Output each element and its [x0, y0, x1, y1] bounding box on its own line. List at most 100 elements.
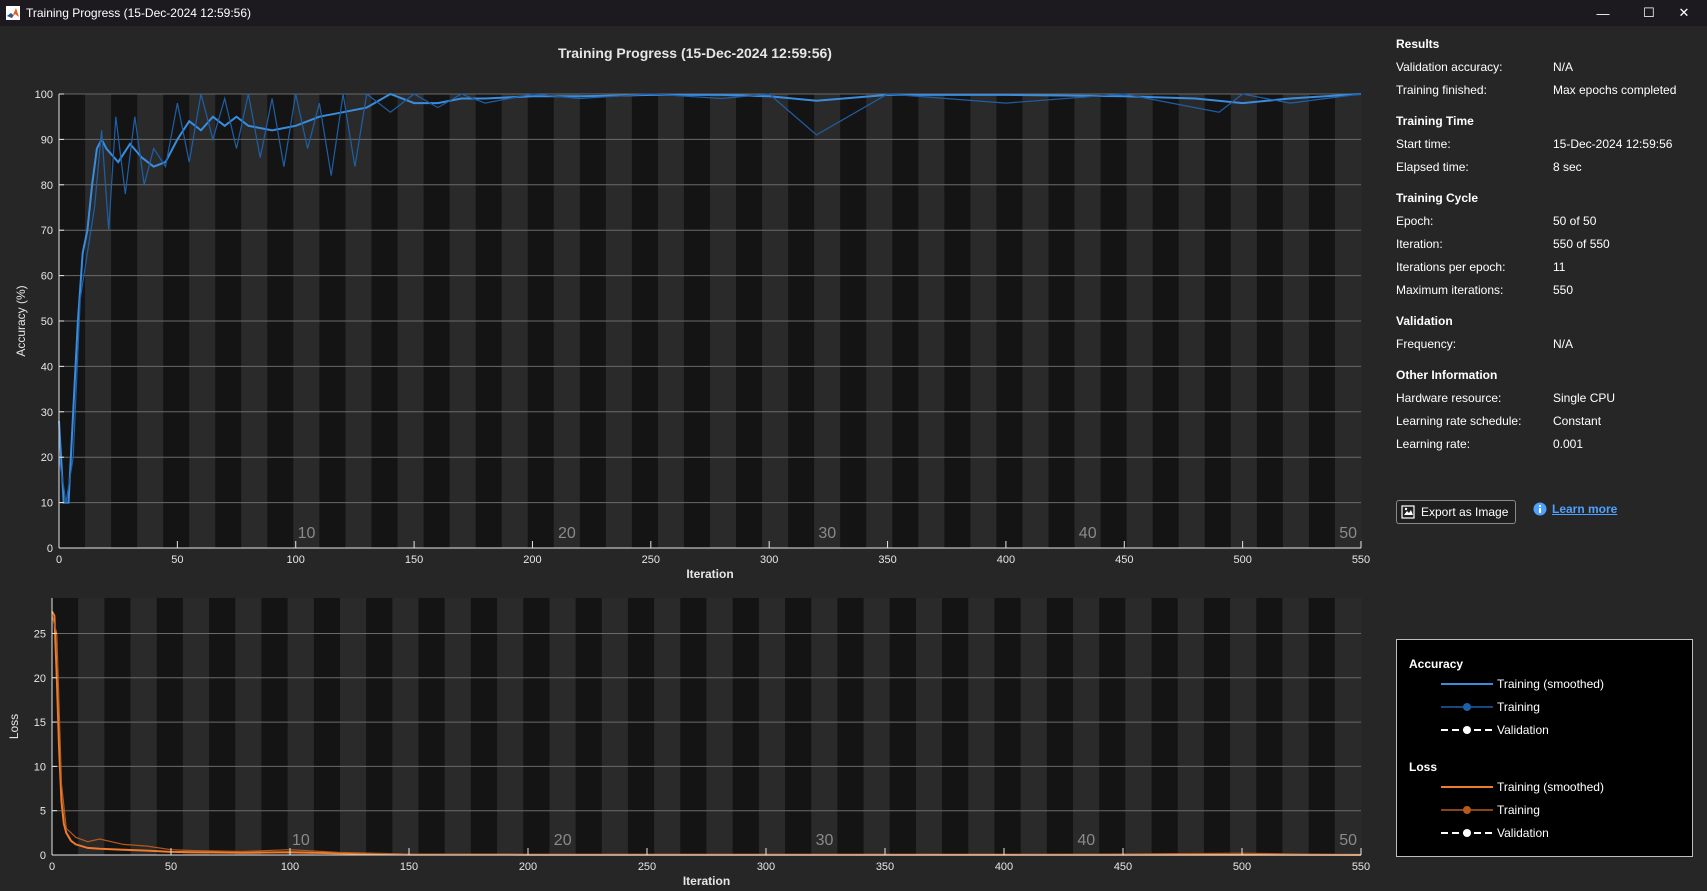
acc-y-tick-label: 80	[41, 180, 53, 192]
other-info-label: Learning rate schedule:	[1396, 414, 1522, 428]
legend-acc-training-swatch	[1441, 703, 1493, 711]
validation-label: Frequency:	[1396, 337, 1457, 351]
training-cycle-row: Iteration: 550 of 550	[1396, 234, 1696, 257]
other-info-row: Learning rate schedule: Constant	[1396, 411, 1696, 434]
loss-x-tick-label: 200	[519, 861, 537, 873]
loss-epoch-band	[156, 598, 184, 855]
results-row: Validation accuracy: N/A	[1396, 57, 1696, 80]
loss-y-tick-label: 20	[34, 673, 46, 685]
other-information-heading: Other Information	[1396, 368, 1498, 382]
close-button[interactable]: ✕	[1678, 5, 1690, 20]
acc-y-tick-label: 70	[41, 225, 53, 237]
loss-epoch-band	[261, 598, 289, 855]
plot-legend: Accuracy Training (smoothed) Training Va…	[1396, 639, 1693, 857]
learn-more-link[interactable]: Learn more	[1533, 502, 1617, 516]
training-cycle-label: Iterations per epoch:	[1396, 260, 1506, 274]
acc-x-axis-label: Iteration	[686, 567, 733, 581]
loss-epoch-band	[942, 598, 969, 855]
loss-y-tick-label: 0	[40, 850, 46, 862]
legend-acc-training: Training	[1497, 700, 1540, 714]
legend-loss-training-smoothed: Training (smoothed)	[1497, 780, 1604, 794]
acc-y-tick-label: 60	[41, 271, 53, 283]
loss-x-tick-label: 400	[995, 861, 1013, 873]
loss-epoch-band	[915, 598, 943, 855]
training-time-label: Elapsed time:	[1396, 160, 1469, 174]
acc-y-axis-label: Accuracy (%)	[14, 285, 28, 356]
loss-epoch-label: 30	[816, 832, 834, 849]
training-time-row: Start time: 15-Dec-2024 12:59:56	[1396, 134, 1696, 157]
loss-epoch-band	[235, 598, 262, 855]
acc-training-line	[58, 92, 1362, 503]
loss-epoch-band	[1203, 598, 1231, 855]
figure-title: Training Progress (15-Dec-2024 12:59:56)	[558, 45, 832, 61]
legend-accuracy-heading: Accuracy	[1409, 657, 1464, 671]
loss-x-tick-label: 100	[281, 861, 299, 873]
minimize-button[interactable]: —	[1596, 5, 1610, 21]
loss-epoch-band	[811, 598, 838, 855]
loss-epoch-band	[392, 598, 420, 855]
other-info-row: Hardware resource: Single CPU	[1396, 388, 1696, 411]
training-cycle-value: 50 of 50	[1553, 214, 1597, 228]
loss-epoch-label: 50	[1339, 832, 1357, 849]
acc-x-tick-label: 500	[1233, 554, 1251, 566]
loss-epoch-band	[1125, 598, 1153, 855]
loss-epoch-band	[209, 598, 236, 855]
loss-y-tick-label: 10	[34, 761, 46, 773]
training-cycle-value: 11	[1553, 260, 1566, 274]
loss-epoch-band	[78, 598, 105, 855]
loss-x-tick-label: 250	[638, 861, 656, 873]
loss-y-axis-label: Loss	[7, 714, 21, 739]
title-bar: Training Progress (15-Dec-2024 12:59:56)…	[0, 0, 1707, 26]
export-image-icon	[1401, 505, 1415, 519]
loss-epoch-band	[1151, 598, 1179, 855]
loss-epoch-band	[1282, 598, 1310, 855]
loss-epoch-band	[366, 598, 393, 855]
acc-y-tick-label: 0	[47, 543, 53, 555]
training-cycle-row: Maximum iterations: 550	[1396, 280, 1696, 303]
other-info-value: Single CPU	[1553, 391, 1616, 405]
training-info-panel: Results Validation accuracy: N/A Training …	[1396, 34, 1696, 457]
loss-epoch-band	[497, 598, 524, 855]
legend-loss-smoothed-swatch	[1441, 786, 1493, 788]
acc-x-tick-label: 350	[878, 554, 896, 566]
loss-epoch-band	[889, 598, 917, 855]
info-icon	[1533, 502, 1547, 516]
results-label: Validation accuracy:	[1396, 60, 1503, 74]
loss-epoch-band	[444, 598, 472, 855]
acc-y-tick-label: 100	[35, 89, 53, 101]
loss-y-tick-label: 15	[34, 717, 46, 729]
acc-x-tick-label: 50	[171, 554, 183, 566]
acc-y-tick-label: 40	[41, 361, 53, 373]
acc-epoch-label: 20	[558, 525, 576, 542]
acc-x-tick-label: 150	[405, 554, 423, 566]
legend-loss-validation: Validation	[1497, 826, 1549, 840]
loss-x-tick-label: 50	[165, 861, 177, 873]
export-as-image-button[interactable]: Export as Image	[1396, 500, 1517, 524]
matlab-logo-icon	[6, 6, 20, 20]
loss-epoch-band	[130, 598, 158, 855]
results-heading: Results	[1396, 37, 1440, 51]
acc-epoch-label: 30	[818, 525, 836, 542]
loss-epoch-band	[1099, 598, 1126, 855]
acc-x-tick-label: 450	[1115, 554, 1133, 566]
legend-loss-training: Training	[1497, 803, 1540, 817]
legend-acc-validation: Validation	[1497, 723, 1549, 737]
loss-epoch-band	[994, 598, 1022, 855]
loss-epoch-band	[706, 598, 734, 855]
legend-loss-validation-swatch	[1441, 829, 1493, 837]
training-time-value: 8 sec	[1553, 160, 1582, 174]
loss-x-tick-label: 150	[400, 861, 418, 873]
training-cycle-value: 550	[1553, 283, 1574, 297]
validation-row: Frequency: N/A	[1396, 334, 1696, 357]
maximize-button[interactable]: ☐	[1643, 5, 1655, 20]
acc-y-tick-label: 10	[41, 498, 53, 510]
loss-epoch-band	[627, 598, 655, 855]
loss-x-tick-label: 550	[1352, 861, 1370, 873]
other-info-value: Constant	[1553, 414, 1602, 428]
loss-x-tick-label: 450	[1114, 861, 1132, 873]
loss-x-tick-label: 500	[1233, 861, 1251, 873]
loss-epoch-band	[837, 598, 865, 855]
loss-epoch-band	[1334, 598, 1362, 855]
